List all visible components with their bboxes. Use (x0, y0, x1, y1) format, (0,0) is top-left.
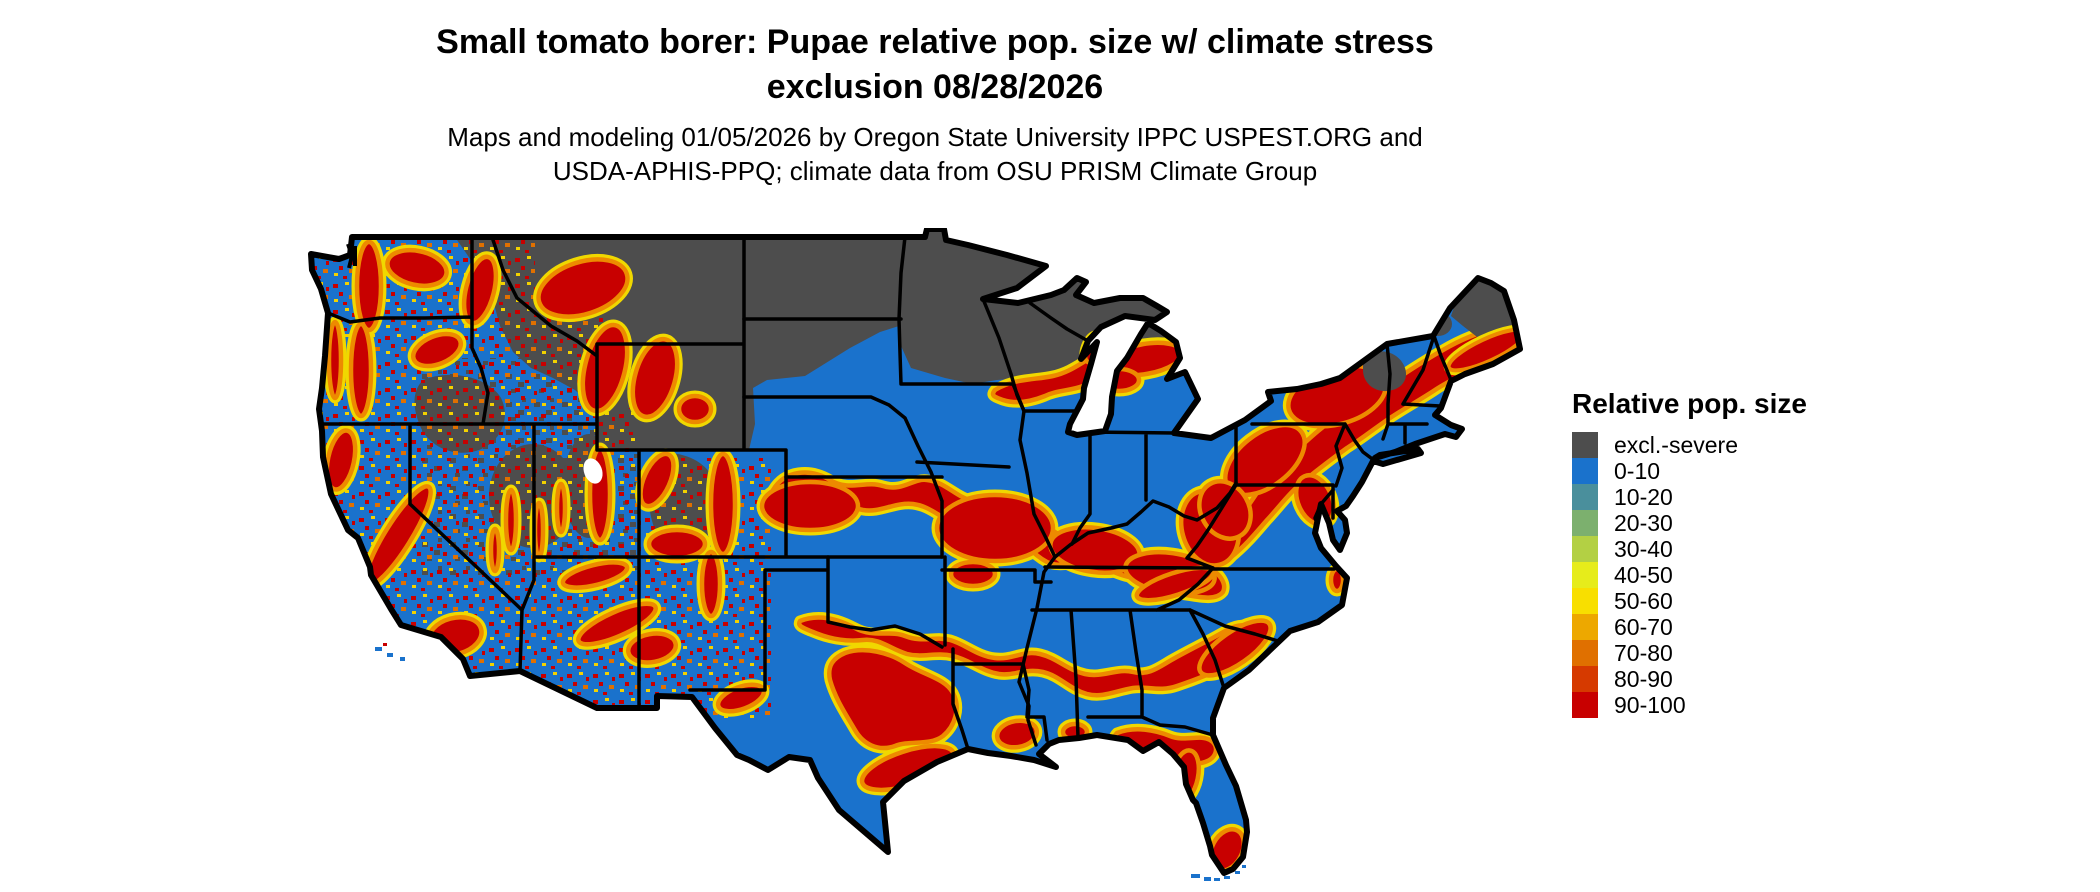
legend-swatch-40-50 (1572, 562, 1598, 588)
legend-swatch-80-90 (1572, 666, 1598, 692)
legend-item: 0-10 (1572, 458, 1807, 484)
legend-item: 50-60 (1572, 588, 1807, 614)
channel-islands (375, 643, 405, 661)
legend-swatch-0-10 (1572, 458, 1598, 484)
legend-item: 60-70 (1572, 614, 1807, 640)
legend-item: 30-40 (1572, 536, 1807, 562)
legend-swatch-60-70 (1572, 614, 1598, 640)
us-map (305, 228, 1565, 888)
us-map-svg (305, 228, 1565, 881)
legend-swatch-10-20 (1572, 484, 1598, 510)
legend-label: 40-50 (1614, 562, 1673, 588)
florida-keys (1191, 865, 1246, 881)
map-subtitle-line1: Maps and modeling 01/05/2026 by Oregon S… (447, 122, 1423, 152)
puget-sound (346, 243, 357, 269)
map-title: Small tomato borer: Pupae relative pop. … (305, 20, 1565, 110)
legend-item: 90-100 (1572, 692, 1807, 718)
legend: Relative pop. size excl.-severe 0-10 10-… (1572, 388, 1807, 718)
legend-label: 20-30 (1614, 510, 1673, 536)
legend-label: 0-10 (1614, 458, 1661, 484)
legend-swatch-70-80 (1572, 640, 1598, 666)
legend-item: 10-20 (1572, 484, 1807, 510)
map-raster-layers (311, 229, 1520, 876)
legend-label: 80-90 (1614, 666, 1673, 692)
map-title-line2: exclusion 08/28/2026 (766, 68, 1104, 106)
legend-item: 20-30 (1572, 510, 1807, 536)
legend-label: 50-60 (1614, 588, 1673, 614)
legend-label: 70-80 (1614, 640, 1673, 666)
legend-item: 70-80 (1572, 640, 1807, 666)
legend-swatch-30-40 (1572, 536, 1598, 562)
legend-label: 30-40 (1614, 536, 1673, 562)
legend-item: excl.-severe (1572, 432, 1807, 458)
legend-swatch-20-30 (1572, 510, 1598, 536)
state-boundaries (320, 235, 1453, 751)
legend-label: 60-70 (1614, 614, 1673, 640)
map-subtitle: Maps and modeling 01/05/2026 by Oregon S… (305, 120, 1565, 188)
legend-swatch-excl-severe (1572, 432, 1598, 458)
legend-swatch-50-60 (1572, 588, 1598, 614)
map-title-line1: Small tomato borer: Pupae relative pop. … (436, 23, 1434, 61)
legend-item: 80-90 (1572, 666, 1807, 692)
legend-label: 90-100 (1614, 692, 1686, 718)
legend-label: 10-20 (1614, 484, 1673, 510)
legend-title: Relative pop. size (1572, 388, 1807, 419)
legend-label: excl.-severe (1614, 432, 1738, 458)
legend-swatch-90-100 (1572, 692, 1598, 718)
great-salt-lake (583, 458, 603, 484)
legend-item: 40-50 (1572, 562, 1807, 588)
map-subtitle-line2: USDA-APHIS-PPQ; climate data from OSU PR… (552, 156, 1318, 186)
